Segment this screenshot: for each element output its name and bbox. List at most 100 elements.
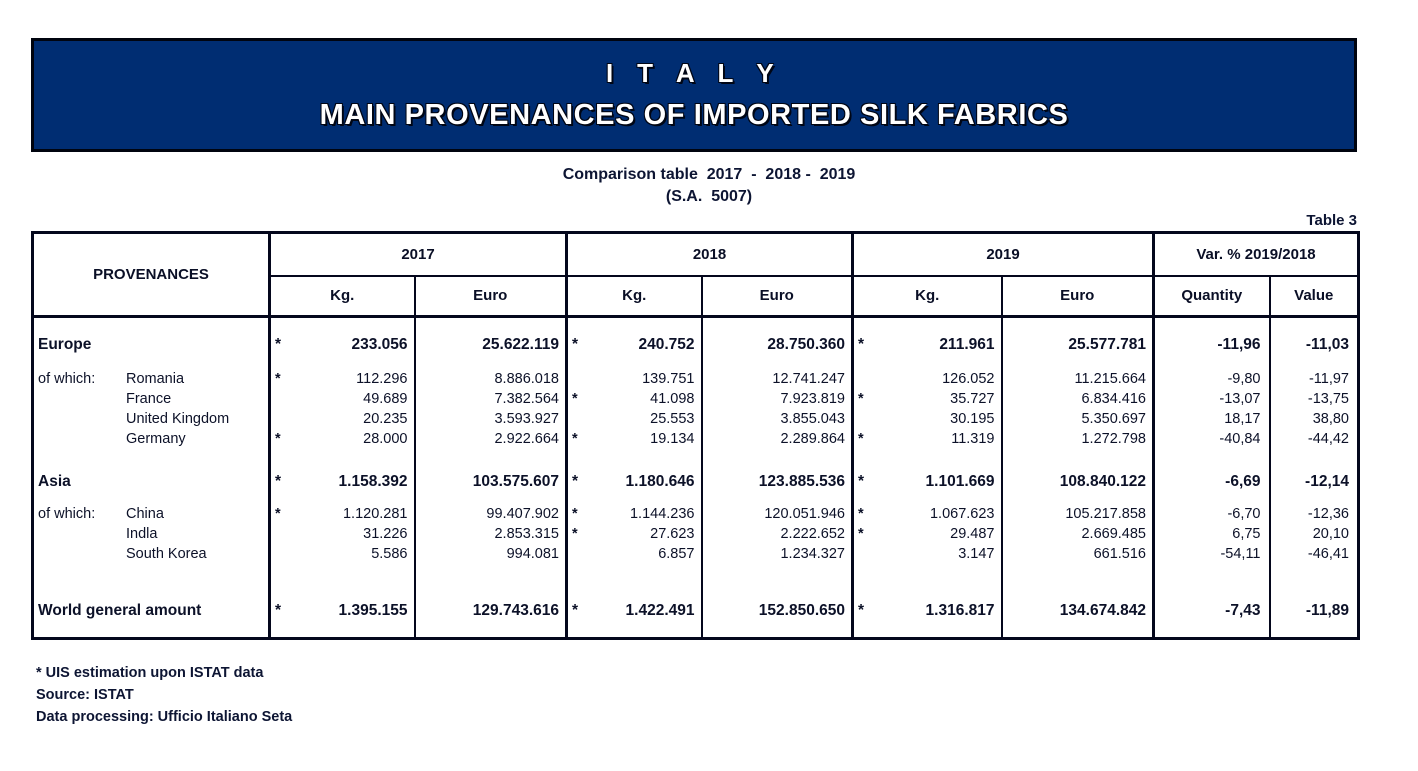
kg-2018-value: 1.180.646: [625, 473, 695, 490]
estimation-asterisk: *: [275, 431, 281, 447]
variation-header: Var. % 2019/2018: [1152, 232, 1359, 277]
estimation-asterisk: *: [275, 506, 281, 522]
table-row-united-kingdom: United Kingdom 20.235 3.593.927 25.553 3…: [33, 409, 1359, 429]
estimation-asterisk: *: [572, 506, 578, 522]
estimation-asterisk: *: [572, 431, 578, 447]
euro-2018-value: 2.289.864: [700, 429, 853, 449]
euro-2019-value: 1.272.798: [1000, 429, 1154, 449]
quantity-variation-value: -6,70: [1152, 504, 1270, 524]
kg-2017-value: 5.586: [371, 546, 408, 562]
provenances-header: PROVENANCES: [32, 232, 271, 318]
quantity-variation-value: -40,84: [1152, 429, 1270, 449]
euro-2018-value: 2.222.652: [700, 524, 853, 544]
kg-2019-value: 126.052: [942, 371, 995, 387]
value-variation-value: -11,97: [1268, 369, 1359, 389]
value-variation-value: 38,80: [1268, 409, 1359, 429]
estimation-asterisk: *: [275, 371, 281, 387]
euro-2018-value: 28.750.360: [700, 316, 853, 369]
quantity-variation-value: -54,11: [1152, 544, 1270, 564]
euro-2017-value: 994.081: [413, 544, 567, 564]
estimation-asterisk: *: [572, 526, 578, 542]
euro-2017-value: 2.853.315: [413, 524, 567, 544]
kg-2018-value: 6.857: [658, 546, 695, 562]
footnote-processing: Data processing: Ufficio Italiano Seta: [36, 709, 293, 725]
value-variation-value: 20,10: [1268, 524, 1359, 544]
table-row-india: Indla 31.226 2.853.315 * 27.623 2.222.652…: [33, 524, 1359, 544]
quantity-variation-value: -11,96: [1152, 316, 1270, 369]
sa-code: (S.A. 5007): [665, 188, 753, 205]
estimation-asterisk: *: [858, 336, 865, 353]
table-row-france: France 49.689 7.382.564 * 41.098 7.923.81…: [33, 389, 1359, 409]
kg-2017-value: 28.000: [363, 431, 408, 447]
quantity-variation-value: -13,07: [1152, 389, 1270, 409]
kg-2019-value: 29.487: [950, 526, 995, 542]
provenance-name: World general amount: [38, 602, 202, 619]
euro-2018-value: 1.234.327: [700, 544, 853, 564]
euro-2019-value: 108.840.122: [1000, 449, 1154, 504]
estimation-asterisk: *: [275, 473, 282, 490]
euro-2017-value: 103.575.607: [413, 449, 567, 504]
kg-2019-header: Kg.: [851, 276, 1002, 318]
euro-2019-value: 25.577.781: [1000, 316, 1154, 369]
provenance-name: Indla: [126, 526, 158, 542]
kg-2018-value: 1.422.491: [625, 602, 695, 619]
quantity-variation-value: -6,69: [1152, 449, 1270, 504]
year-2018-header: 2018: [565, 232, 853, 277]
kg-2017-value: 20.235: [363, 411, 408, 427]
euro-2019-value: 2.669.485: [1000, 524, 1154, 544]
kg-2018-value: 19.134: [650, 431, 695, 447]
estimation-asterisk: *: [858, 506, 864, 522]
kg-2018-value: 27.623: [650, 526, 695, 542]
provenance-name: France: [126, 391, 172, 407]
estimation-asterisk: *: [572, 391, 578, 407]
quantity-variation-value: 18,17: [1152, 409, 1270, 429]
kg-2019-value: 30.195: [950, 411, 995, 427]
kg-2017-value: 1.120.281: [342, 506, 408, 522]
table-row-world-general-amount: World general amount * 1.395.155 129.743.…: [33, 564, 1359, 639]
euro-2018-value: 120.051.946: [700, 504, 853, 524]
of-which-label: of which:: [38, 371, 96, 387]
estimation-asterisk: *: [572, 336, 579, 353]
kg-2017-value: 49.689: [363, 391, 408, 407]
footnote-estimation: * UIS estimation upon ISTAT data: [36, 665, 264, 681]
euro-2018-header: Euro: [700, 276, 853, 318]
value-variation-value: -12,36: [1268, 504, 1359, 524]
table-row-romania: of which: Romania * 112.296 8.886.018 139.…: [33, 369, 1359, 389]
kg-2018-value: 41.098: [650, 391, 695, 407]
footnote-source: Source: ISTAT: [36, 687, 134, 703]
footnotes: * UIS estimation upon ISTAT data Source:…: [36, 662, 1418, 728]
euro-2017-value: 8.886.018: [413, 369, 567, 389]
title-banner: I T A L Y MAIN PROVENANCES OF IMPORTED S…: [31, 38, 1357, 152]
header-row-units: Kg. Euro Kg. Euro Kg. Euro Quantity Valu…: [33, 276, 1359, 318]
kg-2019-value: 3.147: [958, 546, 995, 562]
euro-2017-value: 99.407.902: [413, 504, 567, 524]
euro-2017-value: 7.382.564: [413, 389, 567, 409]
value-variation-value: -46,41: [1268, 544, 1359, 564]
euro-2019-value: 661.516: [1000, 544, 1154, 564]
year-2019-header: 2019: [851, 232, 1154, 277]
kg-2019-value: 35.727: [950, 391, 995, 407]
euro-2018-value: 123.885.536: [700, 449, 853, 504]
value-variation-value: -12,14: [1268, 449, 1359, 504]
kg-2019-value: 211.961: [939, 336, 995, 353]
kg-2017-value: 1.158.392: [338, 473, 408, 490]
kg-2018-value: 25.553: [650, 411, 695, 427]
value-variation-value: -44,42: [1268, 429, 1359, 449]
value-header: Value: [1268, 276, 1359, 318]
provenance-name: South Korea: [126, 546, 207, 562]
provenance-name: Romania: [126, 371, 185, 387]
euro-2017-value: 2.922.664: [413, 429, 567, 449]
provenance-name: China: [126, 506, 164, 522]
euro-2018-value: 12.741.247: [700, 369, 853, 389]
provenance-name: United Kingdom: [126, 411, 230, 427]
table-row-asia: Asia * 1.158.392 103.575.607 * 1.180.646 1…: [33, 449, 1359, 504]
value-variation-value: -11,03: [1268, 316, 1359, 369]
estimation-asterisk: *: [275, 336, 282, 353]
quantity-variation-value: -9,80: [1152, 369, 1270, 389]
kg-2017-value: 1.395.155: [338, 602, 408, 619]
provenance-name: Europe: [38, 336, 92, 353]
euro-2018-value: 152.850.650: [700, 564, 853, 639]
euro-2019-value: 6.834.416: [1000, 389, 1154, 409]
kg-2017-value: 112.296: [356, 371, 408, 387]
kg-2019-value: 11.319: [951, 431, 995, 447]
